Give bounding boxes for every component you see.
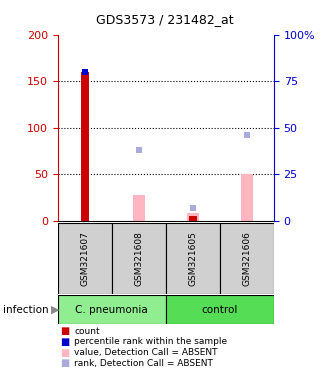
Bar [241, 174, 253, 221]
Bar [58, 223, 112, 294]
Bar [81, 72, 89, 221]
Text: ■: ■ [60, 326, 69, 336]
Text: GSM321605: GSM321605 [188, 231, 197, 286]
Text: C. pneumonia: C. pneumonia [76, 305, 148, 314]
Text: ■: ■ [60, 348, 69, 358]
Text: GSM321608: GSM321608 [134, 231, 143, 286]
Bar [112, 223, 166, 294]
Bar [220, 223, 274, 294]
Text: GDS3573 / 231482_at: GDS3573 / 231482_at [96, 13, 234, 26]
Text: ■: ■ [60, 337, 69, 347]
Bar [58, 295, 166, 324]
Bar [189, 216, 197, 221]
Text: ■: ■ [60, 358, 69, 368]
Text: GSM321606: GSM321606 [242, 231, 251, 286]
Text: count: count [74, 326, 100, 336]
Bar [133, 195, 145, 221]
Bar [166, 223, 220, 294]
Text: GSM321607: GSM321607 [80, 231, 89, 286]
Bar [166, 295, 274, 324]
Text: rank, Detection Call = ABSENT: rank, Detection Call = ABSENT [74, 359, 213, 368]
Text: percentile rank within the sample: percentile rank within the sample [74, 337, 227, 346]
Bar [187, 214, 199, 221]
Text: value, Detection Call = ABSENT: value, Detection Call = ABSENT [74, 348, 218, 357]
Text: control: control [202, 305, 238, 314]
Text: infection: infection [3, 305, 49, 314]
Text: ▶: ▶ [51, 305, 60, 314]
